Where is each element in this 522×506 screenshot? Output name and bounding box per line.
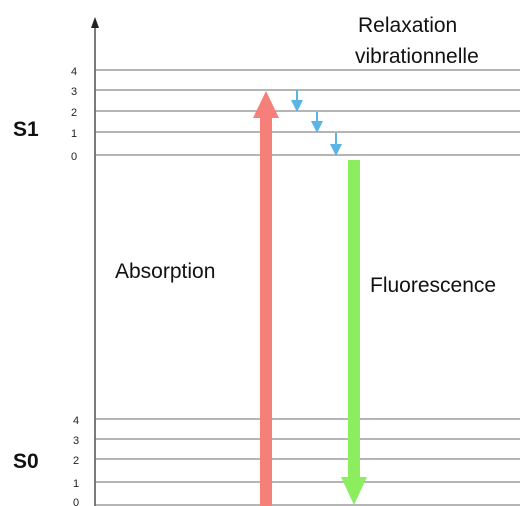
absorption-arrow xyxy=(253,91,279,506)
s0-level-2-label: 2 xyxy=(73,455,79,467)
s1-state-label: S1 xyxy=(13,118,39,141)
s0-level-0-label: 0 xyxy=(73,497,79,506)
absorption-arrow-shaft xyxy=(260,117,272,506)
fluorescence-label: Fluorescence xyxy=(370,274,496,297)
fluorescence-arrow-shaft xyxy=(348,160,360,478)
fluorescence-arrow xyxy=(341,160,367,505)
fluorescence-arrow-head-icon xyxy=(341,477,367,505)
s0-state-label: S0 xyxy=(13,450,39,473)
s1-level-3-label: 3 xyxy=(71,86,77,98)
s1-level-2-label: 2 xyxy=(71,107,77,119)
s1-level-0-label: 0 xyxy=(71,151,77,163)
relaxation-label-line2: vibrationnelle xyxy=(355,45,479,68)
s1-level-4-label: 4 xyxy=(71,66,77,78)
s0-level-4-label: 4 xyxy=(73,415,79,427)
s0-level-3-label: 3 xyxy=(73,435,79,447)
relaxation-arrows xyxy=(291,90,342,156)
s0-level-1-label: 1 xyxy=(73,478,79,490)
energy-axis-arrow-icon xyxy=(91,17,99,28)
s1-levels: 4 3 2 1 0 xyxy=(71,66,520,163)
absorption-arrow-head-icon xyxy=(253,91,279,118)
s0-levels: 4 3 2 1 0 xyxy=(73,415,520,506)
absorption-label: Absorption xyxy=(115,260,215,283)
s1-level-1-label: 1 xyxy=(71,128,77,140)
relaxation-label-line1: Relaxation xyxy=(358,14,457,37)
